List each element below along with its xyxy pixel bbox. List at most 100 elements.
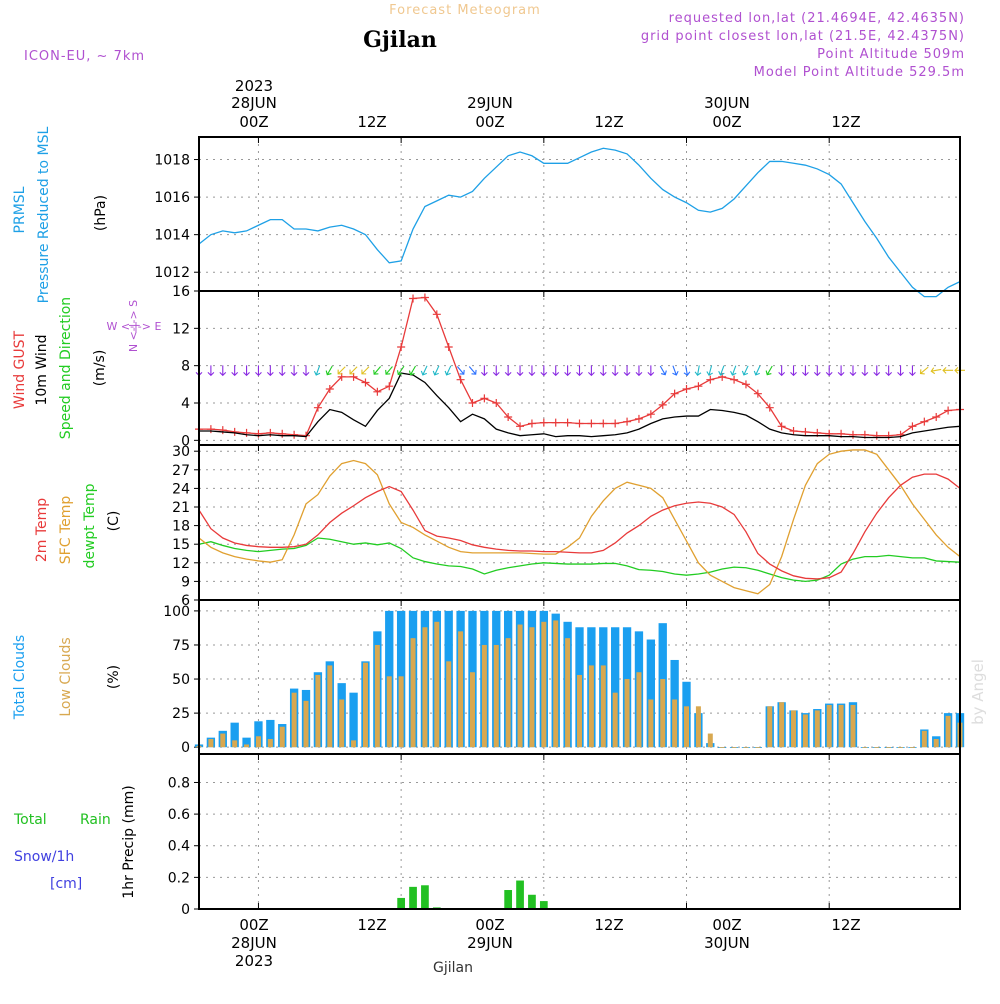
wind-arrow [504,365,512,377]
low-cloud-bar [386,676,392,748]
top-00z-1: 00Z [239,113,268,131]
model-altitude: Model Point Altitude 529.5m [754,65,965,80]
low-cloud-bar [695,706,701,748]
low-cloud-bar [779,702,785,748]
prmsl-line [198,147,961,298]
precip-unit: 1hr Precip (mm) [121,785,137,898]
gust-point [325,385,334,393]
gust-point [361,378,370,387]
low-cloud-bar [731,747,737,748]
wind-arrow [456,366,465,375]
rain-bar [397,897,406,909]
low-cloud-bar [303,700,309,748]
gust-point [944,406,953,415]
wind-arrow [564,365,571,377]
top-year: 2023 [235,77,273,95]
gust-point [539,418,548,427]
low-cloud-bar [660,679,666,748]
temp-label-sfc: SFC Temp [58,496,74,565]
top-00z-2: 00Z [475,113,504,131]
wind-arrow [207,365,215,377]
gridpoint-coords: grid point closest lon,lat (21.5E, 42.43… [641,29,965,44]
wind-arrow [243,365,250,377]
low-cloud-bar [767,706,773,748]
wind-arrow [694,365,702,377]
temp-frame [198,444,961,601]
gust-point [706,375,715,384]
wind-arrow [599,365,607,377]
gust-point [623,417,632,426]
wind-arrow [444,365,452,376]
y-tick-label: 100 [163,604,190,620]
y-tick-label: 8 [181,359,190,375]
y-tick-label: 0.8 [168,775,190,791]
point-altitude: Point Altitude 509m [817,47,965,62]
gust-point [432,310,441,319]
total-cloud-bar [230,722,239,748]
pressure-unit: (hPa) [93,195,109,231]
wind-arrow [325,365,333,376]
low-cloud-bar [362,662,368,748]
y-tick-label: 0 [181,433,190,449]
wind-arrow [278,365,286,377]
gust-point [730,375,739,384]
low-cloud-bar [909,747,915,748]
wind-label-10m: 10m Wind [34,334,50,405]
bottom-year: 2023 [235,952,273,970]
low-cloud-bar [565,638,571,748]
total-cloud-bar [266,719,275,748]
y-tick-label: 1012 [154,265,190,281]
gust-point [242,428,251,437]
total-cloud-bar [254,721,263,748]
gust-point [932,413,941,421]
total-cloud-bar [242,737,251,748]
low-cloud-bar [529,627,535,748]
wind-arrow [480,365,488,377]
gust-point [397,343,406,351]
gust-point [504,413,513,421]
gust-point [599,419,608,428]
low-cloud-bar [850,704,856,748]
gust-point [741,380,750,389]
wind-arrow [885,365,893,377]
low-cloud-bar [351,740,357,748]
precip-panel: 0 0.2 0.4 0.6 0.8 [168,753,961,918]
gust-point [385,382,394,391]
wind-arrow [741,365,749,376]
cloud-label-low: Low Clouds [58,637,74,716]
wind-arrow [611,365,619,377]
low-cloud-bar [755,747,761,748]
gust-point [920,417,929,426]
gust-point [480,394,489,403]
y-tick-label: 50 [172,672,190,688]
wind-arrow [718,365,725,376]
wind-arrow [919,366,929,375]
cloud-label-total: Total Clouds [12,635,28,720]
gust-point [825,429,834,438]
gust-point [563,418,572,427]
y-tick-label: 16 [172,284,190,300]
gust-point [444,343,453,351]
dewpt-temp-line [198,537,961,583]
temp-panel: 6 9 12 15 18 21 24 27 30 [172,444,961,609]
compass-ns: N <-|-> S [127,300,140,352]
wind-arrow [396,365,405,376]
wind-label-speed-dir: Speed and Direction [58,297,74,439]
wind-arrow [873,365,881,377]
sfc-temp-line [198,449,961,595]
y-tick-label: 12 [172,556,190,572]
low-cloud-bar [327,665,333,748]
bottom-date-29jun: 29JUN [467,934,513,952]
precip-label-snow: Snow/1h [14,849,74,865]
cloud-labels: Total Clouds Low Clouds (%) [12,635,122,720]
top-00z-3: 00Z [712,113,741,131]
y-tick-label: 0.4 [168,839,190,855]
low-cloud-bar [374,644,380,748]
watermark: by Angel [969,659,987,725]
compass-we: W <-|-> E [107,320,162,333]
low-cloud-bar [588,665,594,748]
wind-arrow [337,366,346,375]
low-cloud-bar [232,740,238,748]
wind-arrow [813,365,821,377]
